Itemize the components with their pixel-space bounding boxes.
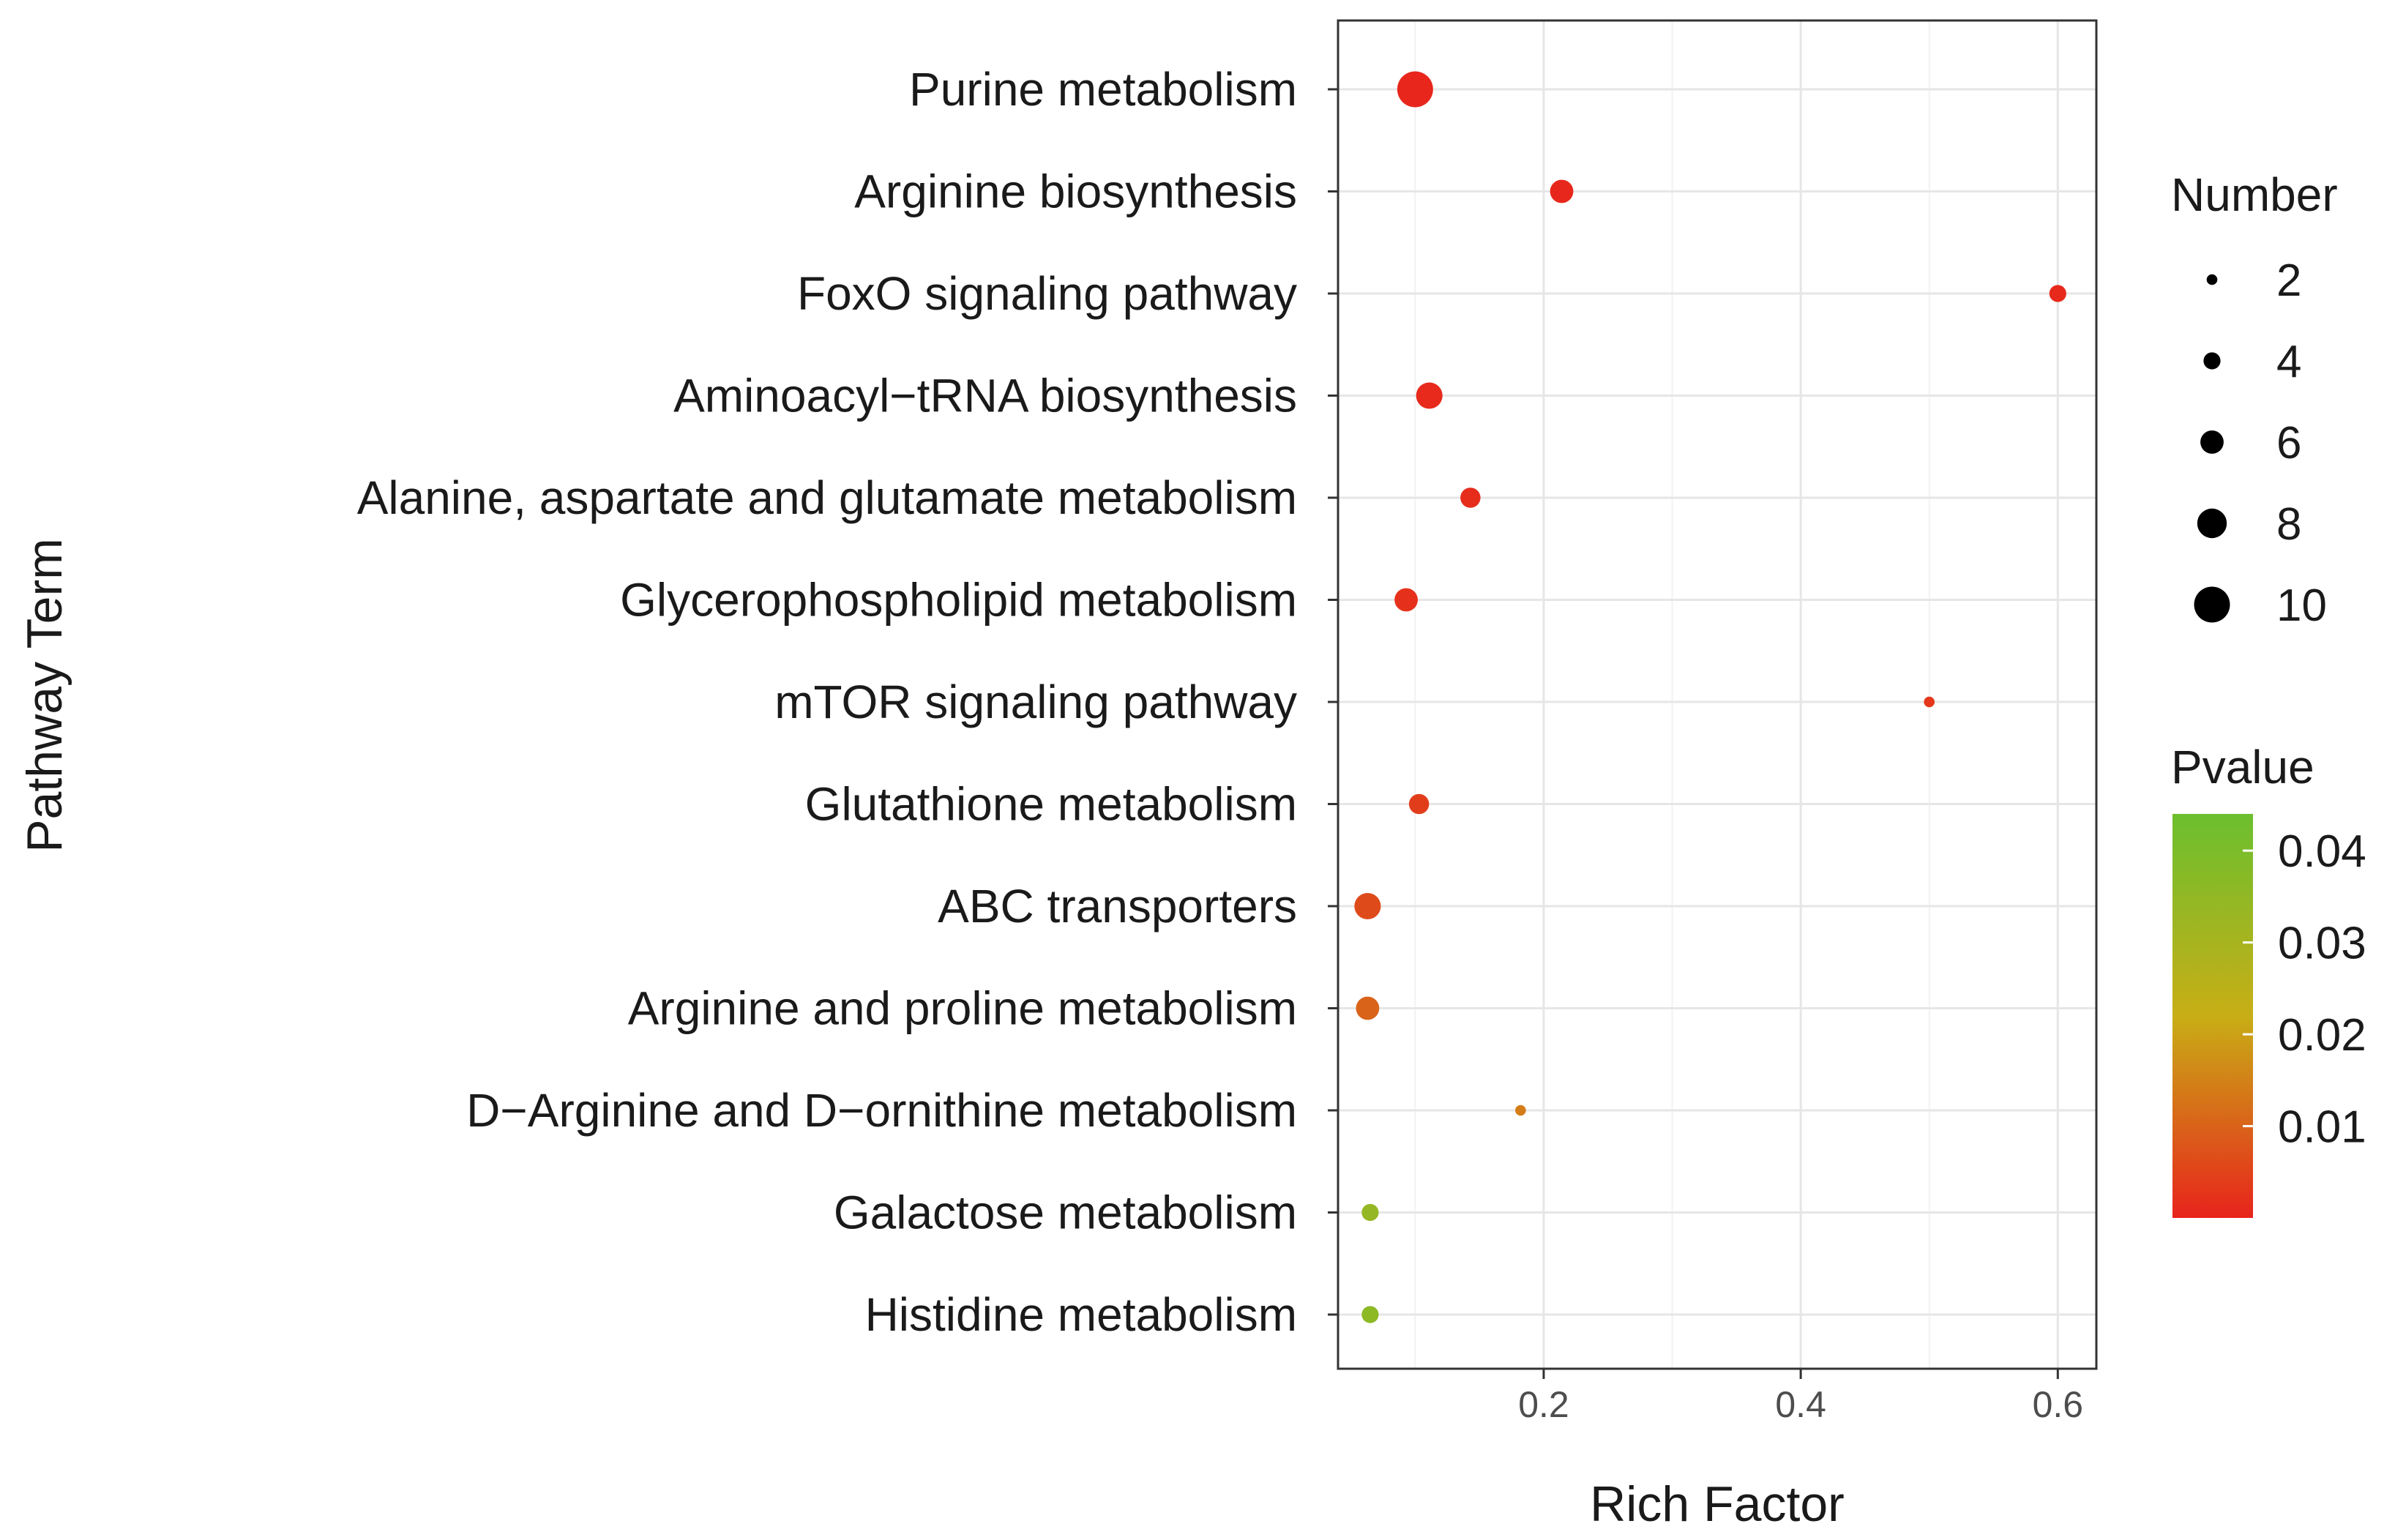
size-legend-title: Number — [2171, 168, 2338, 221]
x-tick-label: 0.2 — [1518, 1384, 1569, 1425]
data-points — [1354, 71, 2066, 1323]
size-legend-key — [2200, 430, 2224, 454]
size-legend-key — [2197, 508, 2227, 539]
size-legend-label: 4 — [2276, 337, 2301, 387]
color-legend-label: 0.04 — [2278, 826, 2366, 877]
color-legend-title: Pvalue — [2171, 741, 2314, 793]
pathway-label: Galactose metabolism — [834, 1186, 1297, 1239]
size-legend-label: 2 — [2276, 255, 2301, 306]
pathway-point — [1515, 1104, 1526, 1116]
pathway-label: Arginine biosynthesis — [854, 165, 1297, 218]
pathway-point — [2049, 285, 2066, 302]
pathway-point — [1416, 382, 1443, 409]
pathway-point — [1924, 696, 1935, 708]
color-legend-label: 0.03 — [2278, 919, 2366, 969]
x-axis-title: Rich Factor — [1590, 1476, 1845, 1532]
size-legend: Number 2 4 6 8 10 — [2171, 168, 2338, 631]
size-legend-label: 8 — [2276, 499, 2301, 550]
grid-lines — [1338, 20, 2096, 1369]
pvalue-color-bar — [2172, 814, 2253, 1218]
pathway-point — [1408, 793, 1430, 815]
size-legend-label: 10 — [2276, 580, 2327, 631]
pathway-point — [1397, 71, 1433, 108]
pathway-point — [1550, 179, 1574, 203]
color-legend: Pvalue 0.01 0.02 0.03 0.04 — [2171, 741, 2366, 1218]
pathway-point — [1354, 892, 1381, 920]
pathway-label: Aminoacyl−tRNA biosynthesis — [673, 370, 1297, 422]
pathway-point — [1361, 1306, 1379, 1323]
size-legend-key — [2203, 352, 2221, 370]
color-legend-label: 0.01 — [2278, 1102, 2366, 1153]
size-legend-key — [2206, 274, 2218, 285]
pathway-label: FoxO signaling pathway — [797, 267, 1297, 320]
y-axis-title: Pathway Term — [17, 538, 72, 853]
pathway-point — [1356, 996, 1380, 1020]
x-tick-label: 0.6 — [2033, 1384, 2084, 1425]
axis-ticks: 0.2 0.4 0.6 — [1328, 88, 2084, 1425]
color-legend-label: 0.02 — [2278, 1010, 2366, 1061]
pathway-label: ABC transporters — [938, 880, 1297, 932]
pathway-label: Purine metabolism — [909, 63, 1297, 116]
pathway-label: Glycerophospholipid metabolism — [620, 574, 1297, 627]
pathway-label: Histidine metabolism — [865, 1288, 1297, 1341]
pathway-label: Alanine, aspartate and glutamate metabol… — [357, 471, 1297, 524]
pathway-point — [1394, 588, 1418, 612]
pathway-point — [1361, 1203, 1379, 1222]
pathway-label: D−Arginine and D−ornithine metabolism — [466, 1084, 1297, 1137]
pathway-label: mTOR signaling pathway — [774, 676, 1297, 728]
plot-panel — [1337, 19, 2098, 1370]
x-tick-label: 0.4 — [1775, 1384, 1826, 1425]
size-legend-label: 6 — [2276, 418, 2301, 468]
pathway-label: Glutathione metabolism — [805, 778, 1297, 831]
pathway-label: Arginine and proline metabolism — [628, 982, 1297, 1035]
pathway-point — [1460, 487, 1481, 508]
y-axis-category-labels: Purine metabolism Arginine biosynthesis Fo… — [357, 63, 1297, 1341]
size-legend-key — [2194, 586, 2230, 623]
